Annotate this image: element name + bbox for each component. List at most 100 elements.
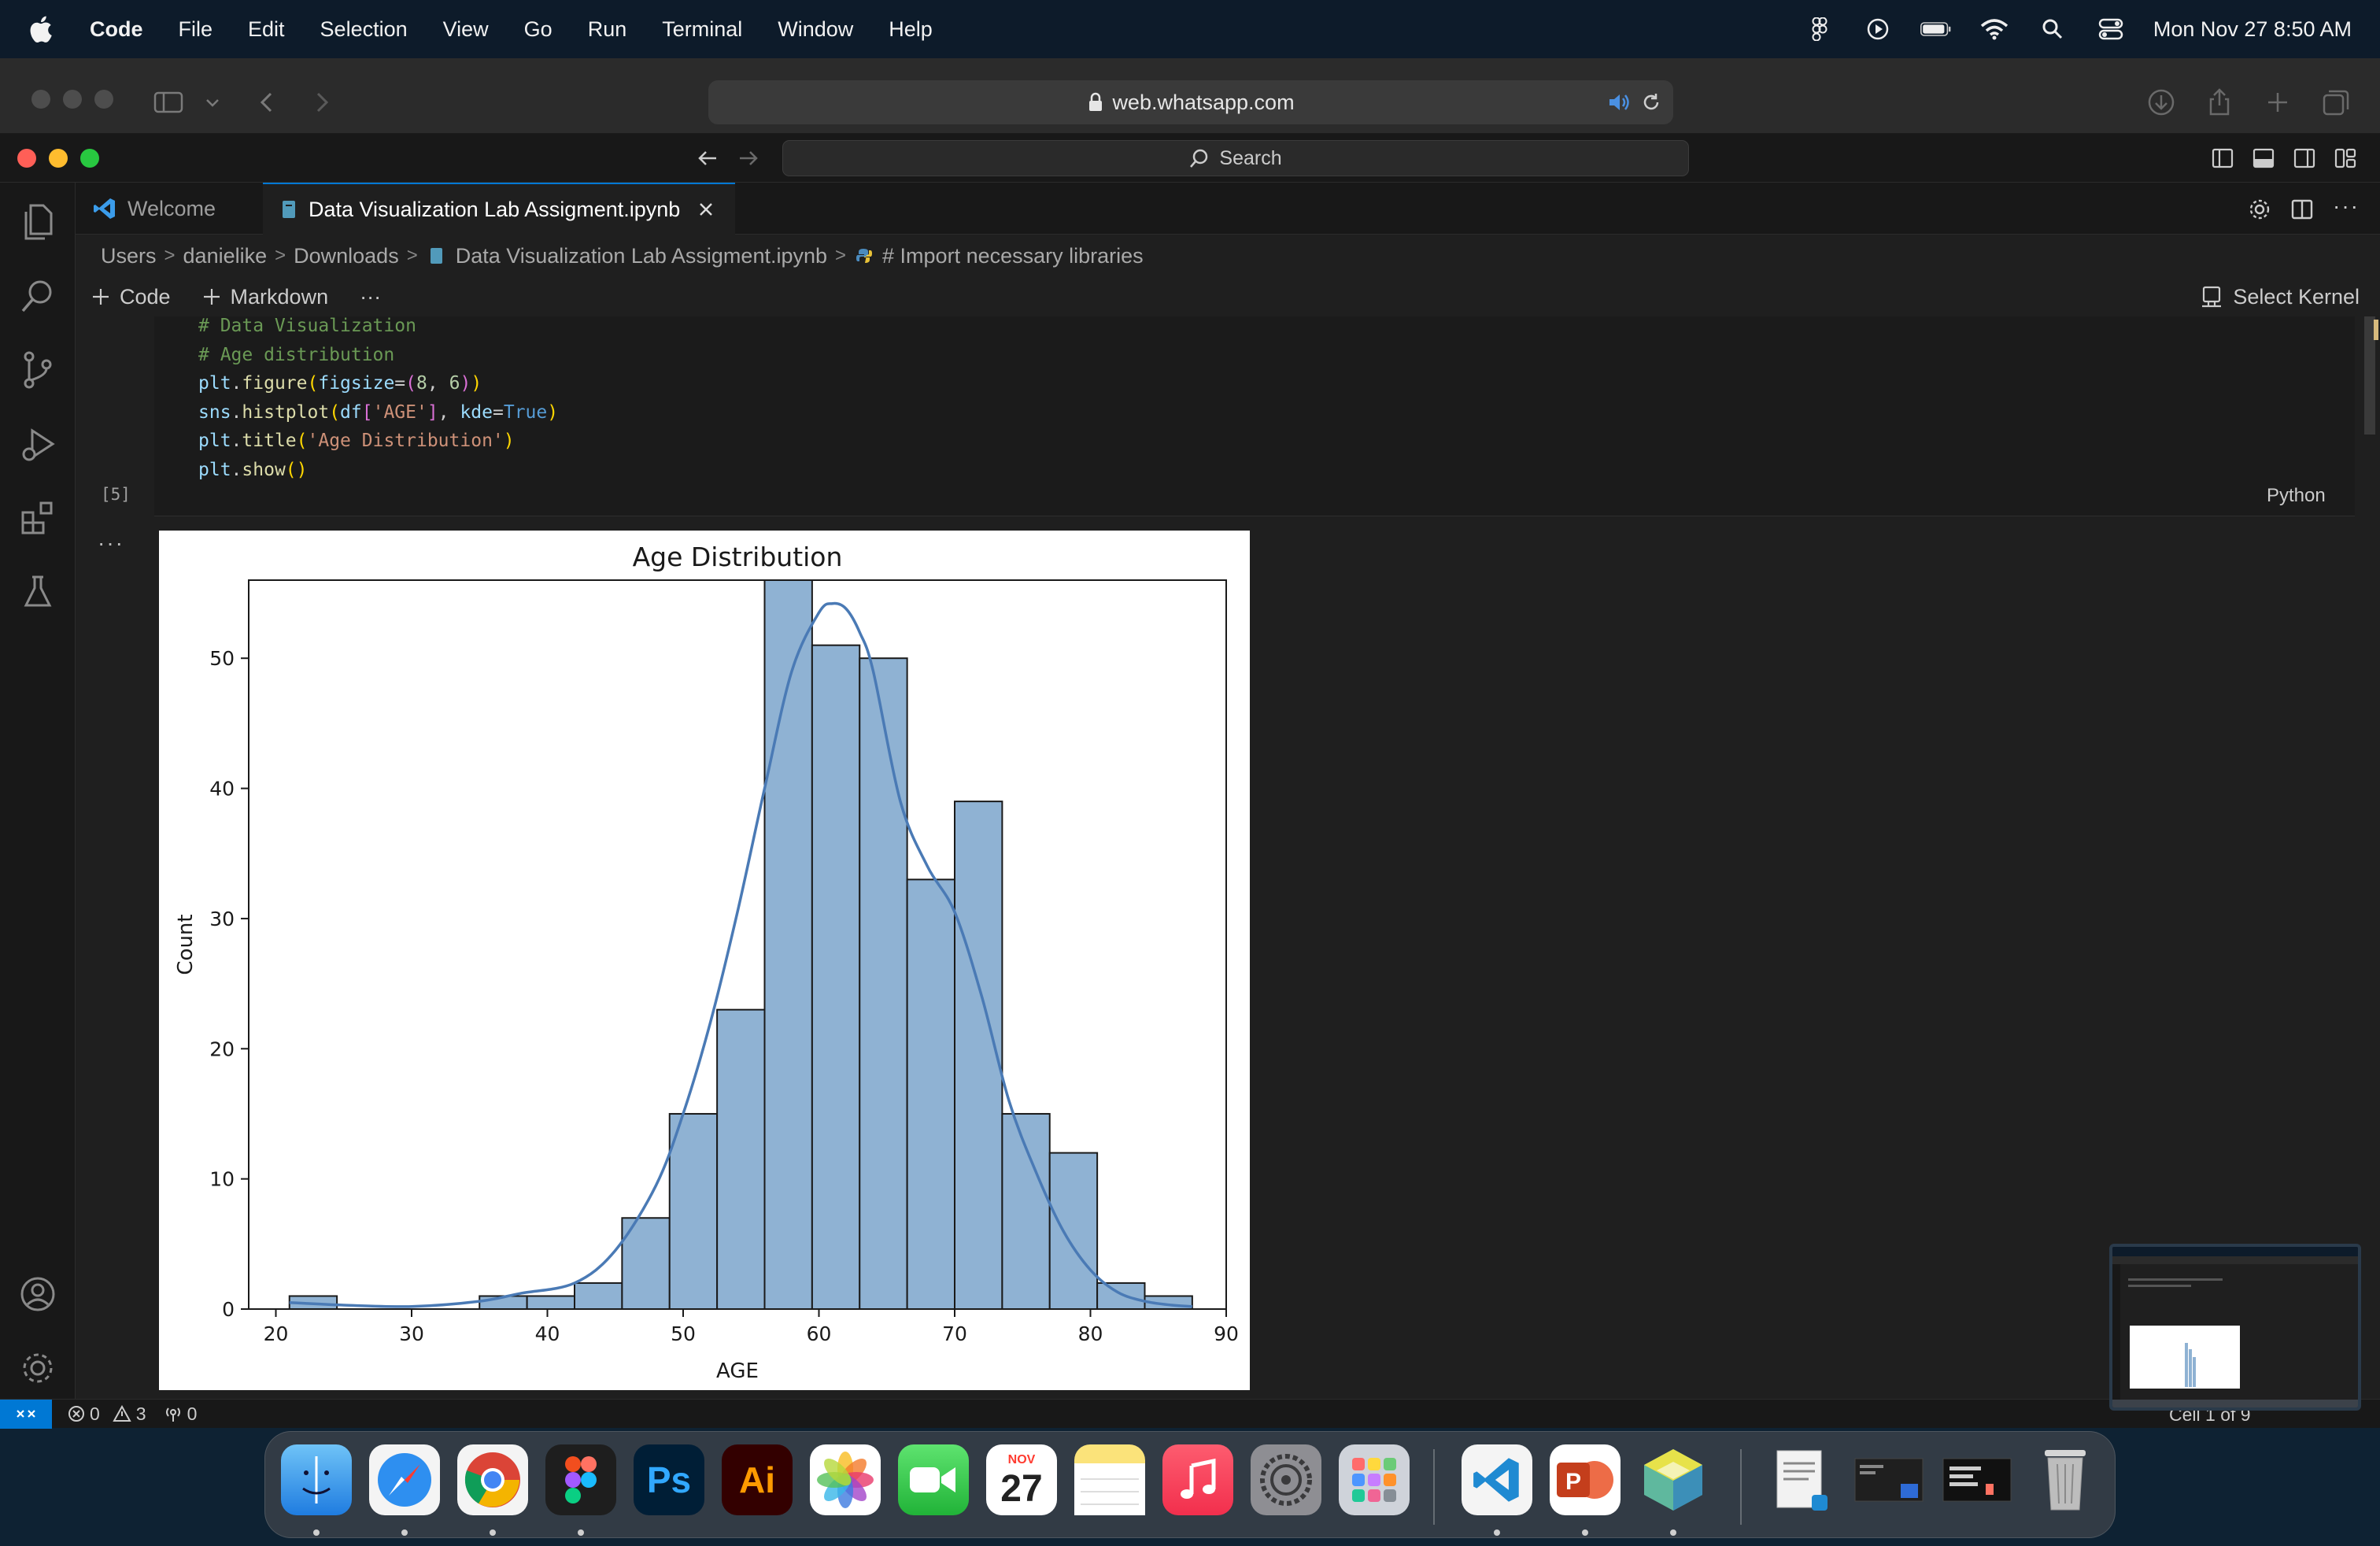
code-cell[interactable]: # Data Visualization # Age distribution pl… bbox=[154, 316, 2355, 516]
calendar-app-icon[interactable]: NOV 27 bbox=[986, 1444, 1057, 1515]
customize-layout-icon[interactable] bbox=[2334, 147, 2356, 169]
reload-icon[interactable] bbox=[1640, 91, 1662, 113]
powerpoint-app-icon[interactable]: P bbox=[1550, 1444, 1621, 1515]
chevron-down-icon[interactable] bbox=[203, 87, 222, 118]
tab-welcome[interactable]: Welcome bbox=[76, 183, 263, 235]
safari-close-dot[interactable] bbox=[31, 90, 50, 109]
wifi-icon[interactable] bbox=[1979, 17, 2010, 41]
illustrator-app-icon[interactable]: Ai bbox=[722, 1444, 793, 1515]
error-count: 0 bbox=[90, 1403, 100, 1424]
screenshot-stack-icon[interactable] bbox=[1853, 1444, 1924, 1515]
nav-back-icon[interactable] bbox=[696, 146, 719, 170]
menu-terminal[interactable]: Terminal bbox=[662, 17, 743, 41]
plus-icon bbox=[93, 289, 109, 305]
notebook-more-actions[interactable]: ··· bbox=[360, 284, 382, 309]
code-line: sns.histplot(df['AGE'], kde=True) bbox=[198, 401, 559, 423]
code-editor[interactable]: # Data Visualization # Age distribution pl… bbox=[198, 316, 558, 484]
cell-language-indicator[interactable]: Python bbox=[2267, 485, 2326, 506]
nav-forward-icon[interactable] bbox=[737, 146, 760, 170]
spotlight-search-icon[interactable] bbox=[2037, 17, 2068, 41]
notes-app-icon[interactable] bbox=[1074, 1444, 1145, 1515]
menu-file[interactable]: File bbox=[178, 17, 213, 41]
notebook-toolbar: Code Markdown ··· bbox=[76, 277, 2380, 316]
menu-app-name[interactable]: Code bbox=[90, 17, 143, 41]
sidebar-toggle-icon[interactable] bbox=[153, 87, 184, 118]
music-app-icon[interactable] bbox=[1162, 1444, 1233, 1515]
safari-minimize-dot[interactable] bbox=[63, 90, 82, 109]
add-markdown-cell-button[interactable]: Markdown bbox=[202, 285, 328, 309]
close-window-button[interactable] bbox=[17, 149, 36, 168]
problems-indicator[interactable]: 0 3 bbox=[68, 1404, 146, 1425]
notebook-settings-gear-icon[interactable] bbox=[2248, 198, 2271, 221]
battery-icon[interactable] bbox=[1920, 17, 1952, 41]
forward-icon[interactable] bbox=[305, 87, 337, 118]
photoshop-app-icon[interactable]: Ps bbox=[634, 1444, 704, 1515]
source-control-icon[interactable] bbox=[17, 350, 58, 390]
share-icon[interactable] bbox=[2204, 87, 2235, 118]
toggle-primary-sidebar-icon[interactable] bbox=[2212, 147, 2234, 169]
app-cube-icon[interactable] bbox=[1638, 1444, 1709, 1515]
speaker-icon[interactable] bbox=[1607, 91, 1631, 113]
remote-indicator[interactable] bbox=[0, 1399, 52, 1429]
new-tab-icon[interactable] bbox=[2262, 87, 2293, 118]
testing-flask-icon[interactable] bbox=[17, 571, 58, 612]
play-status-icon[interactable] bbox=[1862, 17, 1894, 41]
launchpad-app-icon[interactable] bbox=[1339, 1444, 1410, 1515]
run-and-debug-icon[interactable] bbox=[17, 423, 58, 464]
toggle-panel-icon[interactable] bbox=[2252, 147, 2275, 169]
downloads-icon[interactable] bbox=[2145, 87, 2177, 118]
breadcrumb-downloads[interactable]: Downloads bbox=[294, 243, 399, 268]
ports-indicator[interactable]: 0 bbox=[164, 1404, 197, 1425]
breadcrumb-users[interactable]: Users bbox=[101, 243, 157, 268]
breadcrumb-cell[interactable]: # Import necessary libraries bbox=[882, 243, 1144, 268]
status-bar: 0 3 0 Cell 1 of 9 bbox=[0, 1399, 2380, 1429]
explorer-icon[interactable] bbox=[17, 202, 58, 242]
breadcrumb-file[interactable]: Data Visualization Lab Assigment.ipynb bbox=[455, 243, 828, 268]
back-icon[interactable] bbox=[252, 87, 283, 118]
toggle-secondary-sidebar-icon[interactable] bbox=[2293, 147, 2315, 169]
trash-icon[interactable] bbox=[2030, 1444, 2101, 1515]
terminal-stack-icon[interactable] bbox=[1942, 1444, 2012, 1515]
breadcrumb-user[interactable]: danielike bbox=[183, 243, 268, 268]
search-view-icon[interactable] bbox=[17, 276, 58, 316]
minimize-window-button[interactable] bbox=[49, 149, 68, 168]
vertical-scrollbar[interactable] bbox=[2364, 316, 2375, 435]
menu-run[interactable]: Run bbox=[587, 17, 627, 41]
finder-app-icon[interactable] bbox=[281, 1444, 352, 1515]
menubar-clock[interactable]: Mon Nov 27 8:50 AM bbox=[2153, 17, 2352, 41]
zoom-window-button[interactable] bbox=[80, 149, 99, 168]
menu-edit[interactable]: Edit bbox=[248, 17, 285, 41]
vscode-app-icon[interactable] bbox=[1462, 1444, 1532, 1515]
menu-view[interactable]: View bbox=[442, 17, 489, 41]
y-tick-label: 40 bbox=[209, 778, 235, 801]
address-bar[interactable]: web.whatsapp.com bbox=[708, 80, 1673, 124]
menu-window[interactable]: Window bbox=[778, 17, 854, 41]
menu-go[interactable]: Go bbox=[523, 17, 552, 41]
photos-app-icon[interactable] bbox=[810, 1444, 881, 1515]
figma-app-icon[interactable] bbox=[545, 1444, 616, 1515]
menu-selection[interactable]: Selection bbox=[320, 17, 408, 41]
command-center[interactable]: Search bbox=[782, 140, 1689, 176]
output-more-actions[interactable]: ··· bbox=[98, 531, 124, 555]
accounts-icon[interactable] bbox=[17, 1274, 58, 1315]
tab-notebook[interactable]: Data Visualization Lab Assigment.ipynb bbox=[263, 183, 735, 235]
apple-logo-icon[interactable] bbox=[28, 13, 57, 45]
control-center-icon[interactable] bbox=[2095, 17, 2127, 41]
select-kernel-button[interactable]: Select Kernel bbox=[2201, 277, 2360, 316]
split-editor-icon[interactable] bbox=[2290, 198, 2314, 221]
chrome-app-icon[interactable] bbox=[457, 1444, 528, 1515]
close-tab-icon[interactable] bbox=[697, 201, 715, 218]
facetime-app-icon[interactable] bbox=[898, 1444, 969, 1515]
add-code-cell-button[interactable]: Code bbox=[91, 285, 171, 309]
tab-overview-icon[interactable] bbox=[2320, 87, 2352, 118]
figma-status-icon[interactable] bbox=[1804, 17, 1835, 41]
system-settings-app-icon[interactable] bbox=[1251, 1444, 1321, 1515]
editor-more-actions-icon[interactable]: ··· bbox=[2333, 194, 2360, 218]
safari-app-icon[interactable] bbox=[369, 1444, 440, 1515]
safari-zoom-dot[interactable] bbox=[94, 90, 113, 109]
menu-help[interactable]: Help bbox=[889, 17, 933, 41]
document-stack-icon[interactable] bbox=[1765, 1444, 1836, 1515]
manage-gear-icon[interactable] bbox=[17, 1348, 58, 1389]
screenshot-preview-thumbnail[interactable] bbox=[2109, 1244, 2361, 1411]
extensions-icon[interactable] bbox=[17, 497, 58, 538]
